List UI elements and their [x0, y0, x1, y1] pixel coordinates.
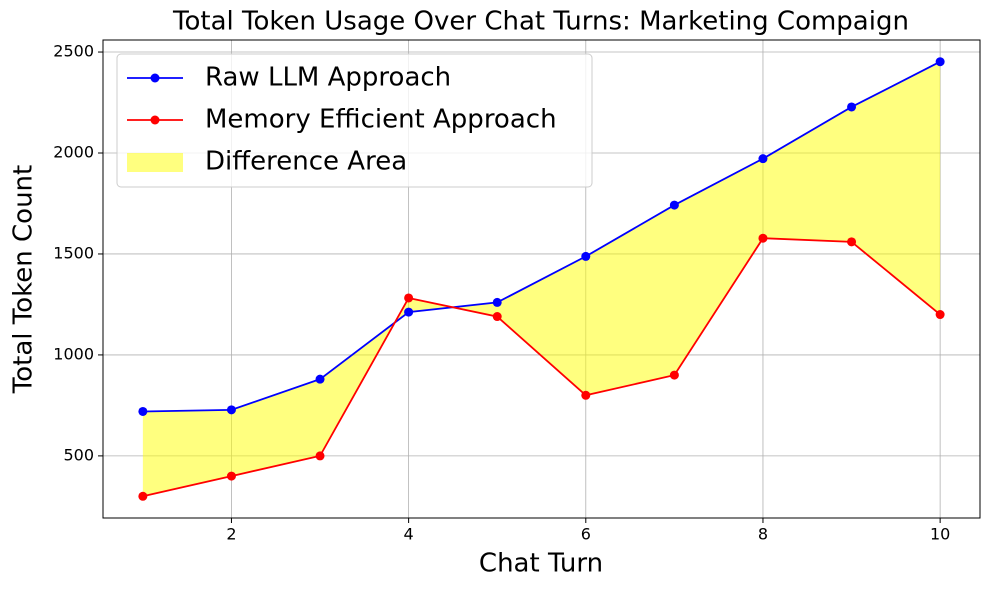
x-tick-label: 4: [404, 525, 414, 544]
data-point: [315, 374, 325, 384]
data-point: [138, 406, 148, 416]
plot-frame: [102, 39, 981, 519]
data-point: [758, 233, 768, 243]
legend-label: Difference Area: [205, 147, 407, 177]
y-tick-label: 2500: [53, 42, 94, 61]
y-tick-label: 1000: [53, 344, 94, 363]
x-tick-label: 10: [930, 525, 950, 544]
data-point: [935, 57, 945, 67]
legend-box: [116, 53, 593, 188]
data-point: [847, 102, 857, 112]
legend-label: Memory Efficient Approach: [205, 105, 557, 135]
data-point: [935, 310, 945, 320]
data-point: [847, 237, 857, 247]
y-tick-label: 500: [63, 445, 94, 464]
x-tick-label: 6: [581, 525, 591, 544]
series-line: [142, 60, 941, 413]
chart-title: Total Token Usage Over Chat Turns: Marke…: [172, 7, 909, 37]
data-point: [669, 370, 679, 380]
y-axis-label: Total Token Count: [9, 165, 39, 394]
x-tick-label: 8: [758, 525, 768, 544]
data-point: [404, 307, 414, 317]
data-point: [226, 471, 236, 481]
x-axis-label: Chat Turn: [479, 549, 603, 579]
data-point: [581, 390, 591, 400]
y-tick-label: 1500: [53, 243, 94, 262]
series-line: [142, 237, 941, 498]
data-point: [404, 293, 414, 303]
data-point: [492, 312, 502, 322]
legend-marker: [150, 73, 160, 83]
legend-swatch: [127, 153, 183, 172]
legend-marker: [150, 115, 160, 125]
data-point: [492, 297, 502, 307]
data-point: [669, 200, 679, 210]
legend-label: Raw LLM Approach: [205, 63, 451, 93]
data-point: [226, 405, 236, 415]
data-point: [581, 251, 591, 261]
data-point: [758, 154, 768, 164]
data-point: [315, 451, 325, 461]
x-tick-label: 2: [226, 525, 236, 544]
data-point: [138, 491, 148, 501]
y-tick-label: 2000: [53, 142, 94, 161]
